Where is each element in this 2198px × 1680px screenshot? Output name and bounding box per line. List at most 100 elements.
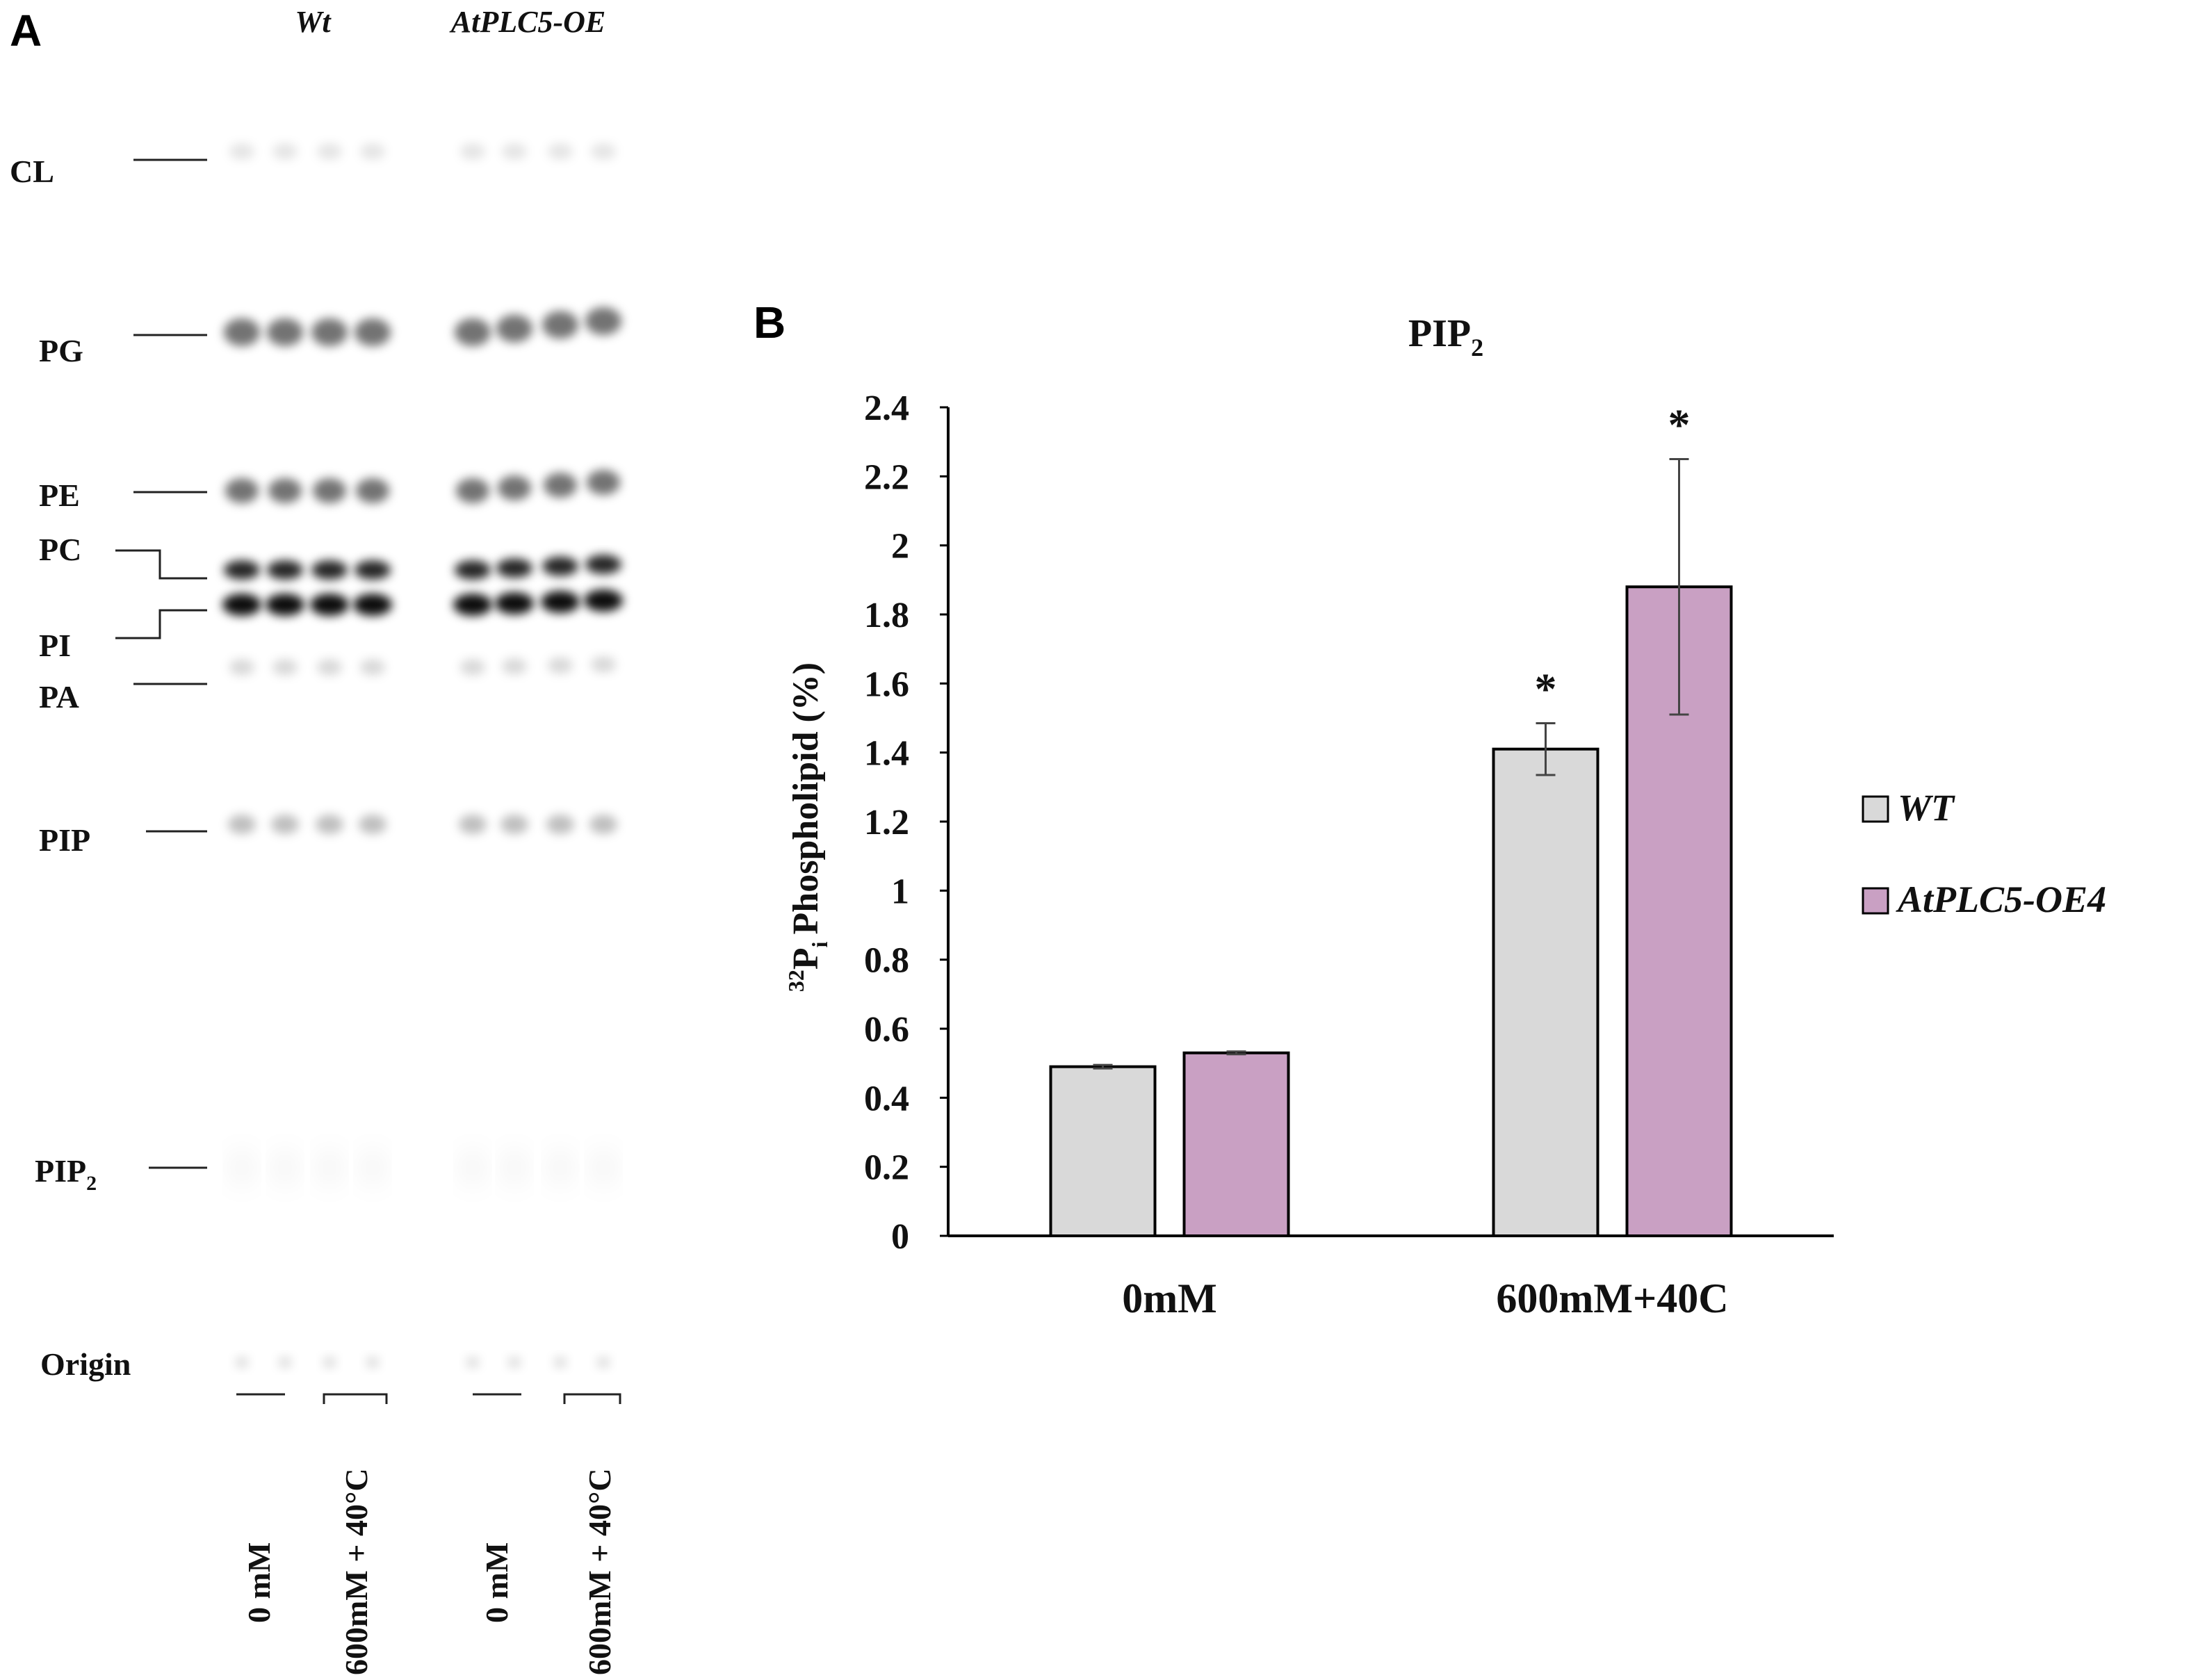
bar bbox=[1049, 1065, 1157, 1237]
tlc-spot bbox=[229, 659, 254, 676]
tlc-spot bbox=[355, 318, 391, 346]
x-axis: 0mM 600mM+40C bbox=[948, 1234, 1834, 1321]
lane-condition-labels: 0 mM 600mM + 40°C 0 mM 600mM + 40°C bbox=[241, 1468, 617, 1675]
tlc-spot bbox=[542, 556, 578, 576]
chart-title-main: PIP bbox=[1408, 312, 1471, 355]
tlc-spot bbox=[363, 1150, 382, 1186]
tlc-spot bbox=[460, 659, 485, 676]
tlc-spot bbox=[232, 1150, 252, 1186]
bars bbox=[1049, 585, 1733, 1238]
tlc-spot bbox=[496, 558, 532, 578]
lane-label-3: 0 mM bbox=[479, 1542, 514, 1623]
significance-asterisk: * bbox=[1535, 664, 1557, 713]
tlc-spot bbox=[587, 470, 620, 495]
panel-a: A Wt AtPLC5-OE CL PG PE PC PI PA PIP PIP… bbox=[10, 5, 623, 1675]
lane-brackets bbox=[236, 1393, 621, 1404]
tlc-plate bbox=[222, 143, 623, 1369]
tlc-spot bbox=[541, 591, 580, 613]
tlc-spot bbox=[591, 143, 616, 160]
tlc-spot bbox=[507, 1356, 521, 1369]
tlc-spot bbox=[228, 815, 256, 834]
tlc-spot bbox=[359, 815, 386, 834]
bar bbox=[1182, 1051, 1290, 1238]
y-tick-label: 1.2 bbox=[864, 803, 909, 842]
error-bars bbox=[1093, 458, 1689, 1070]
tlc-spot bbox=[317, 143, 342, 160]
y-tick-label: 0.8 bbox=[864, 941, 909, 981]
lipid-label-cl: CL bbox=[10, 154, 54, 189]
chart-title-sub: 2 bbox=[1471, 334, 1483, 361]
panel-b-letter: B bbox=[754, 297, 785, 348]
tlc-spot bbox=[553, 1356, 567, 1369]
leader-line-pi bbox=[115, 609, 207, 639]
tlc-spot bbox=[546, 815, 574, 834]
tlc-spot bbox=[353, 594, 392, 616]
y-tick-label: 2.2 bbox=[864, 457, 909, 497]
legend-label-oe: AtPLC5-OE4 bbox=[1896, 879, 2106, 920]
lane-label-4: 600mM + 40°C bbox=[582, 1468, 617, 1675]
tlc-spot bbox=[278, 1356, 292, 1369]
tlc-spot bbox=[229, 143, 254, 160]
significance-markers: ** bbox=[1535, 400, 1691, 714]
y-tick-label: 0 bbox=[891, 1217, 909, 1257]
lipid-label-pc: PC bbox=[39, 532, 81, 567]
legend-label-wt: WT bbox=[1898, 787, 1955, 829]
y-axis: 0 0.2 0.4 0.6 0.8 1 1.2 1.4 1.6 1.8 2 2.2 2.4 bbox=[864, 389, 950, 1257]
y-tick-label: 1.8 bbox=[864, 596, 909, 635]
tlc-spot bbox=[222, 594, 261, 616]
tlc-spot bbox=[311, 560, 348, 580]
significance-asterisk: * bbox=[1668, 400, 1691, 450]
tlc-spot bbox=[366, 1356, 380, 1369]
lipid-label-pip2-main: PIP bbox=[35, 1153, 86, 1189]
tlc-spot bbox=[313, 478, 346, 503]
y-tick-label: 1.4 bbox=[864, 734, 909, 774]
y-tick-label: 2.4 bbox=[864, 389, 909, 428]
y-axis-label-sub: i bbox=[807, 941, 832, 947]
tlc-spot bbox=[266, 594, 304, 616]
tlc-spot bbox=[463, 1150, 482, 1186]
tlc-spot bbox=[268, 478, 302, 503]
y-tick-label: 0.2 bbox=[864, 1148, 909, 1188]
lane-label-1: 0 mM bbox=[241, 1542, 277, 1623]
tlc-spot bbox=[320, 1150, 339, 1186]
tlc-spot bbox=[589, 815, 617, 834]
tlc-spot bbox=[591, 656, 616, 673]
tlc-spot bbox=[455, 560, 491, 580]
tlc-spot bbox=[271, 815, 299, 834]
tlc-spot bbox=[272, 659, 298, 676]
tlc-spot bbox=[275, 1150, 295, 1186]
x-tick-label: 0mM bbox=[1122, 1275, 1217, 1321]
tlc-spot bbox=[455, 318, 491, 346]
lipid-label-pg: PG bbox=[39, 333, 83, 368]
tlc-spot bbox=[551, 1150, 570, 1186]
tlc-spot bbox=[548, 657, 573, 674]
tlc-spot bbox=[235, 1356, 249, 1369]
y-axis-label-rest: Phospholipid (%) bbox=[786, 662, 826, 935]
tlc-spot bbox=[272, 143, 298, 160]
tlc-spot bbox=[460, 143, 485, 160]
lipid-label-pip2: PIP2 bbox=[35, 1153, 97, 1195]
panel-a-letter: A bbox=[10, 6, 42, 56]
lane-bracket-4 bbox=[563, 1393, 621, 1404]
tlc-spot bbox=[498, 475, 531, 500]
tlc-spot bbox=[459, 815, 487, 834]
tlc-spot bbox=[502, 143, 527, 160]
tlc-spot bbox=[584, 589, 623, 612]
lipid-label-pip2-sub: 2 bbox=[86, 1172, 97, 1195]
tlc-spot bbox=[585, 307, 621, 335]
tlc-spot bbox=[542, 311, 578, 339]
y-axis-label-p: P bbox=[786, 947, 826, 970]
tlc-spot bbox=[495, 592, 534, 614]
tlc-spot bbox=[360, 143, 385, 160]
lane-bracket-2 bbox=[323, 1393, 388, 1404]
tlc-spots bbox=[222, 143, 623, 1369]
y-tick-label: 2 bbox=[891, 527, 909, 566]
lipid-label-pi: PI bbox=[39, 628, 71, 663]
tlc-spot bbox=[466, 1356, 480, 1369]
legend-swatch-wt bbox=[1862, 795, 1889, 823]
tlc-spot bbox=[502, 658, 527, 675]
x-tick-label: 600mM+40C bbox=[1496, 1275, 1728, 1321]
tlc-spot bbox=[594, 1150, 613, 1186]
lipid-label-pe: PE bbox=[39, 478, 80, 513]
